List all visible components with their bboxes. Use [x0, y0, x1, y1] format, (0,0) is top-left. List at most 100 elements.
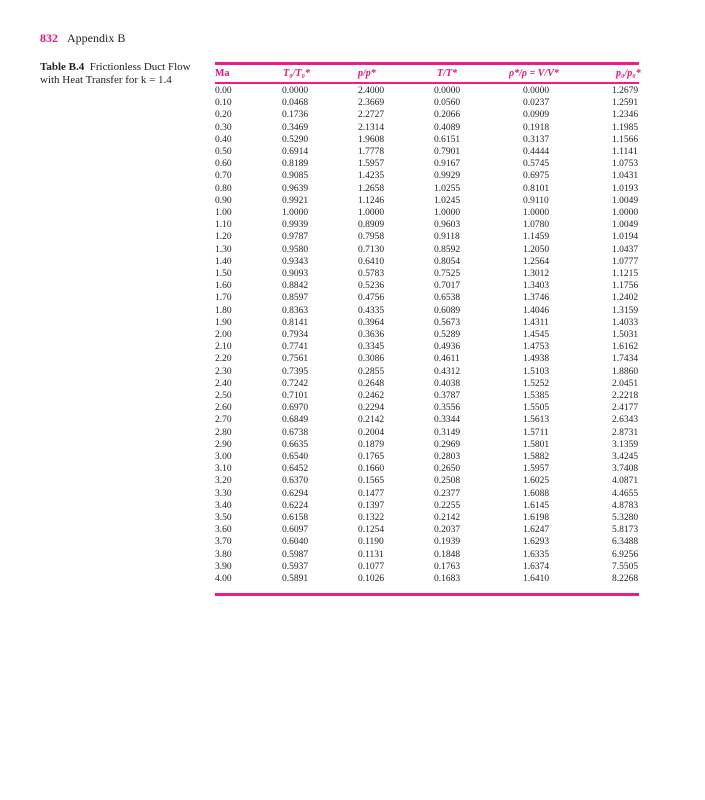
cell-p-ratio: 0.1131 [358, 549, 384, 560]
cell-p-ratio: 0.1477 [358, 488, 385, 499]
cell-p0-ratio: 1.4033 [612, 317, 639, 328]
cell-p-ratio: 0.8909 [358, 220, 385, 231]
cell-p0-ratio: 1.3159 [612, 305, 639, 316]
cell-p-ratio: 0.3345 [358, 342, 385, 353]
cell-p0-ratio: 4.4655 [612, 488, 639, 499]
cell-p-ratio: 2.3669 [358, 98, 385, 109]
cell-ma: 3.30 [215, 488, 232, 499]
cell-p-ratio: 0.6410 [358, 256, 385, 267]
cell-p0-ratio: 2.4177 [612, 403, 639, 414]
cell-density-velocity-ratio: 1.5613 [523, 415, 550, 426]
cell-density-velocity-ratio: 0.4444 [523, 147, 550, 157]
cell-density-velocity-ratio: 1.6335 [523, 549, 550, 560]
cell-density-velocity-ratio: 1.6293 [523, 537, 550, 548]
cell-p-ratio: 0.7958 [358, 232, 385, 243]
cell-t-ratio: 0.2066 [434, 110, 461, 121]
cell-t0-ratio: 0.7934 [282, 330, 309, 340]
cell-p0-ratio: 1.2679 [612, 86, 639, 96]
top-rule [215, 62, 639, 65]
cell-t-ratio: 0.5673 [434, 317, 461, 328]
cell-p0-ratio: 2.2218 [612, 391, 639, 401]
cell-ma: 0.00 [215, 86, 232, 96]
cell-density-velocity-ratio: 0.0237 [523, 98, 550, 109]
cell-density-velocity-ratio: 1.2564 [523, 256, 550, 267]
cell-t-ratio: 0.0000 [434, 86, 461, 96]
cell-t-ratio: 0.0560 [434, 98, 461, 109]
table-title: Frictionless Duct Flow with Heat Transfe… [40, 61, 191, 86]
cell-density-velocity-ratio: 1.4046 [523, 305, 550, 316]
cell-p0-ratio: 1.0431 [612, 171, 639, 182]
cell-t-ratio: 1.0245 [434, 195, 461, 206]
cell-p-ratio: 0.1190 [358, 537, 384, 548]
cell-ma: 3.90 [215, 561, 232, 572]
cell-t-ratio: 0.2037 [434, 525, 461, 536]
cell-density-velocity-ratio: 1.5103 [523, 366, 550, 377]
cell-t0-ratio: 0.6158 [282, 513, 309, 523]
cell-ma: 1.60 [215, 281, 232, 292]
cell-p-ratio: 0.3086 [358, 354, 385, 365]
cell-p-ratio: 0.1077 [358, 561, 385, 572]
cell-p0-ratio: 5.8173 [612, 525, 639, 536]
cell-density-velocity-ratio: 1.5801 [523, 439, 550, 450]
cell-ma: 2.60 [215, 403, 232, 414]
cell-density-velocity-ratio: 1.1459 [523, 232, 550, 243]
cell-p0-ratio: 1.1756 [612, 281, 639, 292]
cell-ma: 3.50 [215, 513, 232, 523]
cell-ma: 0.60 [215, 159, 232, 170]
cell-ma: 3.60 [215, 525, 232, 536]
cell-density-velocity-ratio: 1.5957 [523, 464, 550, 475]
cell-t0-ratio: 0.6097 [282, 525, 309, 536]
cell-p0-ratio: 1.7434 [612, 354, 639, 365]
cell-p-ratio: 0.1765 [358, 452, 385, 462]
cell-p0-ratio: 1.0193 [612, 183, 639, 194]
cell-density-velocity-ratio: 1.5505 [523, 403, 550, 414]
cell-density-velocity-ratio: 1.6025 [523, 476, 550, 487]
cell-ma: 0.10 [215, 98, 232, 109]
cell-p-ratio: 1.4235 [358, 171, 385, 182]
cell-p-ratio: 1.1246 [358, 195, 385, 206]
cell-t0-ratio: 0.7101 [282, 391, 309, 401]
cell-p0-ratio: 1.0753 [612, 159, 639, 170]
cell-ma: 2.40 [215, 378, 232, 389]
cell-t-ratio: 0.6538 [434, 293, 461, 304]
cell-density-velocity-ratio: 1.5882 [523, 452, 550, 462]
cell-t-ratio: 0.3149 [434, 427, 461, 438]
cell-p-ratio: 0.2294 [358, 403, 385, 414]
cell-density-velocity-ratio: 1.4938 [523, 354, 550, 365]
cell-t-ratio: 0.4089 [434, 122, 461, 133]
cell-p0-ratio: 1.1141 [612, 147, 638, 157]
cell-p0-ratio: 1.1215 [612, 269, 639, 279]
cell-t-ratio: 0.2508 [434, 476, 461, 487]
cell-density-velocity-ratio: 1.4753 [523, 342, 550, 353]
table-label: Table B.4 [40, 61, 85, 73]
cell-t0-ratio: 0.6452 [282, 464, 309, 475]
cell-p0-ratio: 5.3280 [612, 513, 639, 523]
cell-t0-ratio: 0.6040 [282, 537, 309, 548]
cell-density-velocity-ratio: 0.3137 [523, 134, 550, 145]
cell-t0-ratio: 0.5290 [282, 134, 309, 145]
cell-t-ratio: 0.9603 [434, 220, 461, 231]
cell-p0-ratio: 1.1985 [612, 122, 639, 133]
cell-p0-ratio: 2.6343 [612, 415, 639, 426]
cell-t0-ratio: 0.6224 [282, 500, 309, 511]
cell-t-ratio: 0.2803 [434, 452, 461, 462]
cell-p-ratio: 2.4000 [358, 86, 385, 96]
cell-t0-ratio: 0.7395 [282, 366, 309, 377]
cell-p0-ratio: 1.0777 [612, 256, 639, 267]
cell-p0-ratio: 1.6162 [612, 342, 639, 353]
cell-p0-ratio: 6.3488 [612, 537, 639, 548]
cell-p-ratio: 0.5236 [358, 281, 385, 292]
cell-ma: 1.40 [215, 256, 232, 267]
cell-t0-ratio: 0.6970 [282, 403, 309, 414]
cell-p-ratio: 0.2855 [358, 366, 385, 377]
cell-ma: 1.80 [215, 305, 232, 316]
cell-density-velocity-ratio: 0.5745 [523, 159, 550, 170]
cell-density-velocity-ratio: 1.4545 [523, 330, 550, 340]
cell-p0-ratio: 2.8731 [612, 427, 639, 438]
cell-density-velocity-ratio: 1.4311 [523, 317, 549, 328]
cell-t-ratio: 0.2969 [434, 439, 461, 450]
cell-ma: 2.00 [215, 330, 232, 340]
cell-ma: 0.80 [215, 183, 232, 194]
cell-p-ratio: 0.3636 [358, 330, 385, 340]
cell-t-ratio: 0.3556 [434, 403, 461, 414]
